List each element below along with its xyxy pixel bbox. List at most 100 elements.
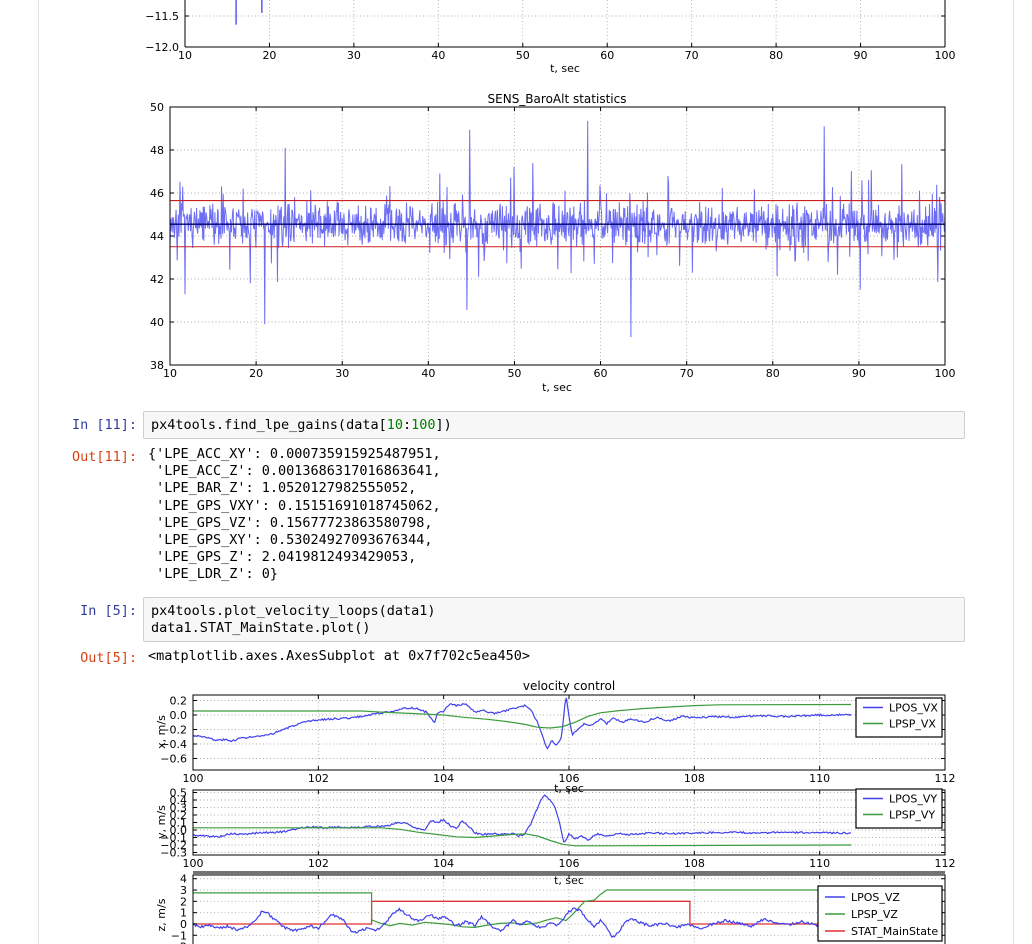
svg-text:20: 20 [249, 367, 263, 380]
svg-text:LPOS_VX: LPOS_VX [889, 702, 938, 715]
svg-text:20: 20 [262, 49, 276, 62]
svg-text:t, sec: t, sec [542, 381, 572, 394]
legend: LPOS_VZ LPSP_VZ STAT_MainState [817, 885, 943, 942]
svg-text:velocity control: velocity control [523, 679, 615, 693]
svg-text:108: 108 [684, 772, 705, 785]
svg-text:t, sec: t, sec [554, 874, 584, 887]
svg-text:112: 112 [935, 857, 956, 870]
legend: LPOS_VX LPSP_VX [855, 697, 943, 738]
svg-text:44: 44 [150, 230, 164, 243]
svg-text:40: 40 [431, 49, 445, 62]
code-text-5: px4tools.plot_velocity_loops(data1) data… [151, 603, 436, 637]
svg-text:0.2: 0.2 [170, 809, 188, 822]
svg-text:60: 60 [594, 367, 608, 380]
svg-text:102: 102 [308, 772, 329, 785]
svg-text:STAT_MainState: STAT_MainState [851, 925, 938, 938]
svg-text:90: 90 [852, 367, 866, 380]
series-STAT_MainState [193, 900, 858, 925]
svg-text:−2: −2 [171, 941, 187, 944]
svg-text:LPSP_VZ: LPSP_VZ [851, 908, 898, 921]
svg-text:0.5: 0.5 [170, 786, 188, 799]
series-SENS_BaroAlt [170, 120, 945, 338]
svg-text:−0.1: −0.1 [160, 832, 187, 845]
svg-text:80: 80 [766, 367, 780, 380]
svg-text:−0.2: −0.2 [160, 839, 187, 852]
svg-text:−1: −1 [171, 929, 187, 942]
svg-text:y, m/s: y, m/s [155, 805, 168, 839]
svg-text:70: 70 [685, 49, 699, 62]
output-text-5: <matplotlib.axes.AxesSubplot at 0x7f702c… [148, 648, 531, 664]
series-LPSP_VX [193, 703, 852, 729]
svg-text:LPOS_VZ: LPOS_VZ [851, 891, 900, 904]
svg-text:60: 60 [600, 49, 614, 62]
svg-text:100: 100 [935, 49, 956, 62]
svg-text:t, sec: t, sec [554, 782, 584, 795]
series-LPSP_VZ [193, 889, 851, 929]
svg-text:100: 100 [183, 772, 204, 785]
svg-text:z, m/s: z, m/s [155, 898, 168, 931]
svg-text:100: 100 [183, 857, 204, 870]
svg-text:2: 2 [180, 895, 187, 908]
svg-text:30: 30 [335, 367, 349, 380]
out-prompt-5: Out[5]: [80, 650, 137, 666]
svg-text:3: 3 [180, 884, 187, 897]
figure-velocity-control: 100 102 104 106 108 110 1120.20.0−0.2−0.4−0.6t… [155, 679, 956, 944]
svg-text:112: 112 [935, 772, 956, 785]
svg-text:48: 48 [150, 144, 164, 157]
svg-text:0.2: 0.2 [170, 694, 188, 707]
svg-text:102: 102 [308, 857, 329, 870]
figure-baroalt-statistics: 10 20 30 40 50 60 70 80 90 100 38 40 42 44 46 48 50 t, se… [150, 92, 956, 394]
svg-text:0.1: 0.1 [170, 817, 188, 830]
svg-text:42: 42 [150, 273, 164, 286]
series-LPOS_VY [193, 794, 852, 843]
svg-text:10: 10 [178, 49, 192, 62]
svg-text:50: 50 [507, 367, 521, 380]
svg-text:t, sec: t, sec [550, 62, 580, 75]
svg-text:108: 108 [684, 857, 705, 870]
svg-text:106: 106 [559, 857, 580, 870]
output-text-11: {'LPE_ACC_XY': 0.000735915925487951, 'LP… [148, 446, 441, 583]
svg-text:0: 0 [180, 918, 187, 931]
svg-text:110: 110 [809, 857, 830, 870]
series-LPOS_VX [193, 697, 852, 750]
svg-text:−0.3: −0.3 [160, 847, 187, 860]
svg-text:0.3: 0.3 [170, 801, 188, 814]
svg-text:LPSP_VY: LPSP_VY [889, 809, 935, 822]
svg-text:38: 38 [150, 359, 164, 372]
svg-text:90: 90 [854, 49, 868, 62]
code-input-5[interactable]: px4tools.plot_velocity_loops(data1) data… [143, 597, 965, 642]
series-LPSP_VY [193, 827, 852, 847]
svg-text:110: 110 [809, 772, 830, 785]
svg-text:LPSP_VX: LPSP_VX [889, 718, 936, 731]
svg-text:50: 50 [150, 101, 164, 114]
legend: LPOS_VY LPSP_VY [855, 788, 943, 829]
svg-text:104: 104 [433, 772, 454, 785]
svg-text:10: 10 [163, 367, 177, 380]
svg-text:x, m/s: x, m/s [155, 715, 168, 749]
code-input-11[interactable]: px4tools.find_lpe_gains(data[10:100]) [143, 411, 965, 439]
svg-text:0.0: 0.0 [170, 824, 188, 837]
code-text-11: px4tools.find_lpe_gains(data[10:100]) [151, 417, 452, 433]
out-prompt-11: Out[11]: [71, 449, 137, 465]
svg-text:106: 106 [559, 772, 580, 785]
svg-text:46: 46 [150, 187, 164, 200]
notebook-container [38, 0, 1014, 944]
svg-text:100: 100 [935, 367, 956, 380]
svg-text:80: 80 [769, 49, 783, 62]
in-prompt-11: In [11]: [71, 417, 137, 433]
svg-text:40: 40 [150, 316, 164, 329]
svg-text:−11.5: −11.5 [145, 10, 179, 23]
svg-text:0.0: 0.0 [170, 709, 188, 722]
svg-text:40: 40 [421, 367, 435, 380]
svg-text:104: 104 [433, 857, 454, 870]
svg-text:0.4: 0.4 [170, 794, 188, 807]
svg-text:−0.6: −0.6 [160, 753, 187, 766]
figure-top-partial-plot: 10 20 30 40 50 60 70 80 90 100 −11.5 −12.0 t, sec [145, 0, 956, 75]
svg-text:−0.4: −0.4 [160, 738, 187, 751]
svg-text:1: 1 [180, 907, 187, 920]
svg-text:−0.2: −0.2 [160, 723, 187, 736]
in-prompt-5: In [5]: [80, 603, 137, 619]
svg-text:70: 70 [680, 367, 694, 380]
series-LPOS_VZ [193, 907, 852, 939]
svg-text:50: 50 [516, 49, 530, 62]
